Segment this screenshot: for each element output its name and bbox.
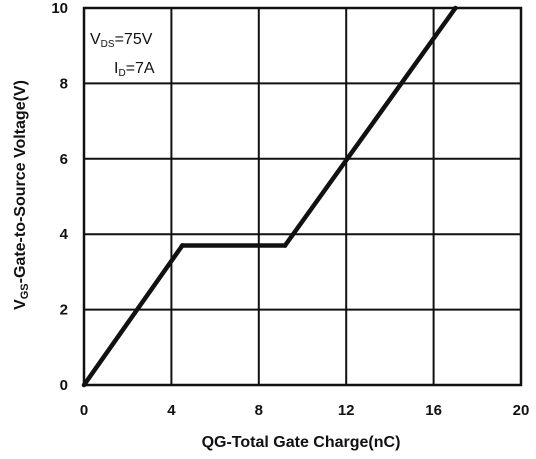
y-tick-label-3: 6: [60, 151, 68, 168]
tick-labels: 0 4 8 12 16 20 0 2 4 6 8 10: [51, 0, 529, 419]
series-point-0: [82, 383, 87, 388]
y-axis-label: VGS-Gate-to-Source Voltage(V): [12, 80, 31, 310]
y-tick-label-2: 4: [60, 226, 69, 243]
y-tick-label-5: 10: [51, 0, 68, 17]
annotation-id: ID=7A: [114, 60, 155, 79]
x-tick-label-2: 8: [255, 402, 263, 419]
annotation-box: VDS=75V ID=7A: [90, 31, 155, 79]
y-tick-label-0: 0: [60, 377, 68, 394]
x-tick-label-4: 16: [425, 402, 442, 419]
x-tick-label-1: 4: [167, 402, 176, 419]
y-tick-label-1: 2: [60, 302, 68, 319]
series-point-1: [180, 243, 185, 248]
y-tick-label-4: 8: [60, 75, 68, 92]
x-tick-label-5: 20: [513, 402, 530, 419]
x-tick-label-3: 12: [338, 402, 355, 419]
x-axis-label: QG-Total Gate Charge(nC): [202, 434, 401, 451]
series-point-2: [283, 243, 288, 248]
series-point-3: [453, 6, 458, 11]
annotation-vds: VDS=75V: [90, 31, 153, 50]
x-tick-label-0: 0: [80, 402, 88, 419]
